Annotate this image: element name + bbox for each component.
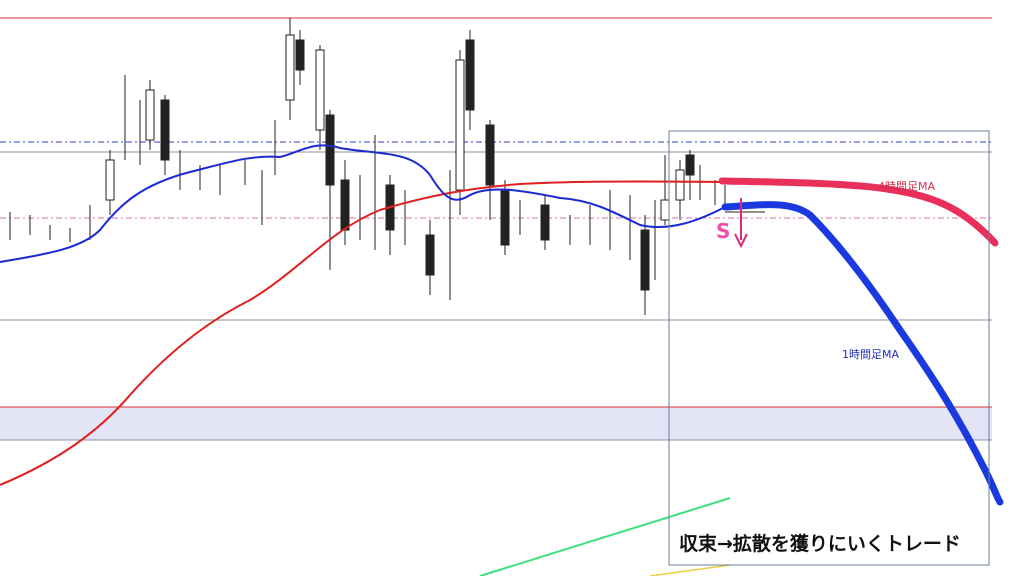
ma-1h-line xyxy=(0,144,726,263)
ma-4h-line xyxy=(0,180,721,486)
trend-line xyxy=(479,497,731,576)
ma-1h-label: 1時間足MA xyxy=(842,348,899,361)
caption: 収束→拡散を獲りにいくトレード xyxy=(679,532,961,555)
sell-arrow-head xyxy=(734,233,748,249)
ma-4h-label: 4時間足MA xyxy=(878,180,935,193)
signal-label: S xyxy=(716,219,730,243)
candles xyxy=(9,18,726,315)
ma-4h-projection xyxy=(718,177,999,247)
zone xyxy=(0,407,992,440)
focus-box xyxy=(668,130,990,566)
ma-1h-projection xyxy=(721,201,1004,506)
trend-line xyxy=(649,564,731,576)
